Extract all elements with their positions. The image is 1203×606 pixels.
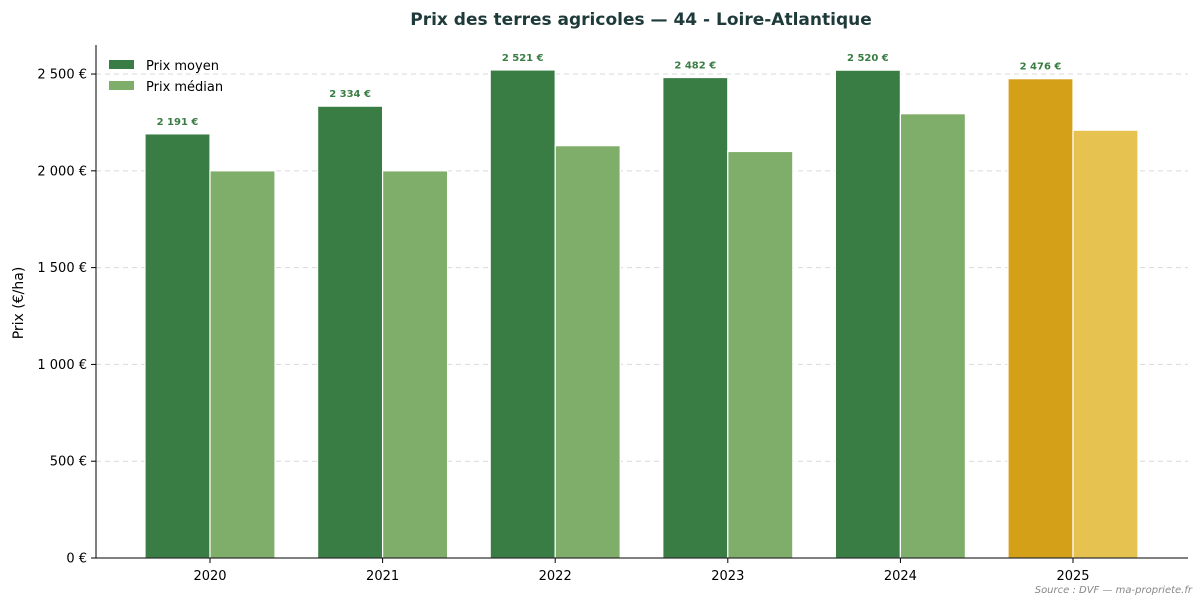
bar-prix-moyen [317,105,384,559]
legend-swatch [109,81,134,90]
x-tick-label: 2023 [711,569,744,584]
bar-prix-median [899,113,967,559]
y-tick-label: 2 500 € [37,68,87,83]
grid-lines [96,73,1188,462]
bar-prix-median [727,150,794,559]
data-label: 2 520 € [847,53,889,64]
legend-entry: Prix médian [146,80,223,95]
legend: Prix moyen Prix médian [109,59,223,95]
bar-prix-moyen [489,69,556,559]
y-axis-label: Prix (€/ha) [11,267,27,340]
data-labels: 2 191 € 2 334 € 2 521 € 2 482 € 2 520 € 2 476… [157,53,1062,128]
legend-entry: Prix moyen [146,59,219,74]
axes: 0 € 500 € 1 000 € 1 500 € 2 000 € 2 500 € 2020… [37,45,1188,584]
bar-prix-median [1072,129,1139,559]
x-tick-label: 2025 [1056,569,1089,584]
bar-prix-moyen [662,76,729,559]
source-note: Source : DVF — ma-propriete.fr [1035,585,1193,596]
data-label: 2 334 € [329,89,371,100]
legend-swatch [109,60,134,69]
data-label: 2 191 € [157,117,199,128]
data-label: 2 476 € [1020,62,1062,73]
bar-prix-median [209,170,276,559]
y-tick-label: 500 € [50,455,87,470]
chart-title: Prix des terres agricoles — 44 - Loire-A… [410,10,872,30]
x-tick-label: 2021 [366,569,399,584]
bar-prix-moyen [1007,78,1074,559]
y-tick-label: 2 000 € [37,164,87,179]
y-tick-label: 0 € [66,552,87,567]
x-tick-label: 2022 [539,569,572,584]
y-tick-label: 1 000 € [37,358,87,373]
bar-prix-moyen [144,133,211,559]
bars [144,69,1139,559]
data-label: 2 482 € [674,61,716,72]
bar-prix-median [554,145,621,559]
data-label: 2 521 € [502,53,544,64]
x-tick-label: 2024 [884,569,917,584]
bar-prix-moyen [834,69,902,559]
y-tick-label: 1 500 € [37,261,87,276]
bar-prix-median [382,170,449,559]
x-tick-label: 2020 [193,569,226,584]
